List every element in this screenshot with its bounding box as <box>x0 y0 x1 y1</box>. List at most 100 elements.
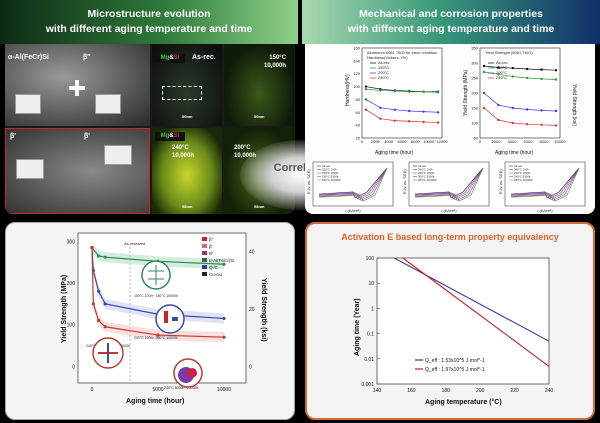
banner-right-line2: with different aging temperature and tim… <box>347 23 555 35</box>
banner-left-line2: with different aging temperature and tim… <box>45 23 253 35</box>
hardness-point <box>364 87 368 91</box>
hardness-point <box>393 89 396 93</box>
bl-legend-swatch <box>202 251 207 255</box>
br-line <box>393 257 550 342</box>
hardness-point <box>422 120 425 124</box>
as-received-label: As-received <box>124 241 145 246</box>
pol-legend-label: 240°C 100h <box>514 168 529 172</box>
hardness-ytick: 120 <box>353 71 360 76</box>
hardness-xtick: 6000 <box>398 139 408 144</box>
br-ytick: 0.1 <box>367 332 374 338</box>
hardness-series-line <box>365 99 439 113</box>
bl-point <box>103 255 107 259</box>
pol-xlabel: i (A/cm²) <box>537 208 553 213</box>
hardness-point <box>436 111 440 114</box>
yield-xtick: 4000 <box>508 139 518 144</box>
pol-ylabel: E (V vs. SCE) <box>402 169 407 194</box>
yield-ylabel2: Yield Strength (ksi) <box>571 84 577 126</box>
bl-legend-swatch <box>202 237 207 241</box>
bl-point <box>90 245 94 250</box>
hardness-xtick: 2000 <box>371 139 381 144</box>
pol-curve <box>414 167 484 202</box>
hardness-series-line <box>365 109 439 123</box>
yield-point <box>540 123 543 127</box>
yield-ytick: 250 <box>471 76 478 81</box>
hardness-legend-label: As-rec. <box>378 60 391 65</box>
yield-point <box>554 78 558 81</box>
schematic-150 <box>141 260 171 290</box>
hardness-xtick: 12000 <box>436 139 448 144</box>
br-xlabel: Aging temperature (°C) <box>425 398 502 406</box>
bl-legend-swatch <box>202 265 207 269</box>
yield-point <box>526 76 529 80</box>
hardness-point <box>436 121 440 124</box>
br-xtick: 140 <box>373 388 382 394</box>
br-xtick: 240 <box>545 388 554 394</box>
bl-legend-label: Q'/C <box>209 265 219 270</box>
pol-curve <box>318 167 388 199</box>
pol-legend-label: As-rec. <box>322 164 331 168</box>
yield-point <box>554 124 558 127</box>
bl-point <box>97 318 101 323</box>
hardness-point <box>408 90 411 93</box>
bl-ytick2: 0 <box>249 364 252 370</box>
br-ytick: 100 <box>366 256 375 262</box>
bl-xlabel: Aging time (hour) <box>126 398 184 405</box>
bl-ytick: 100 <box>67 323 76 329</box>
yield-ytick: 100 <box>471 121 478 126</box>
pol-curve <box>414 167 484 201</box>
label-240c-time: 10,000h <box>172 153 195 159</box>
yield-ytick: 300 <box>471 61 478 66</box>
hardness-xlabel: Aging time (hour) <box>375 150 414 156</box>
yield-point <box>482 91 486 95</box>
hardness-point <box>422 90 425 93</box>
hardness-point <box>422 110 425 113</box>
yield-point <box>497 103 500 107</box>
yield-legend-label: As-rec. <box>496 60 509 65</box>
bl-ytick: 300 <box>67 239 76 245</box>
pol-legend-label: 150°C 1000h <box>322 171 339 175</box>
hardness-point <box>408 120 411 123</box>
bl-ytick2: 40 <box>249 249 255 255</box>
label-200c: 200°C <box>234 145 251 151</box>
bl-annotation: 200°C 100h~ 200°C 10000h <box>134 336 178 340</box>
bl-ytick: 0 <box>72 364 75 370</box>
label-150c: 150°C <box>269 55 287 61</box>
yield-point <box>540 77 543 81</box>
yield-xtick: 0 <box>479 139 482 144</box>
activation-title: Activation E based long-term property eq… <box>341 232 559 242</box>
yield-point <box>497 66 500 69</box>
yield-point <box>554 109 558 113</box>
hardness-ytick: 60 <box>356 110 361 115</box>
bl-legend-label: B' <box>209 251 213 256</box>
hardness-ytick: 160 <box>353 46 360 51</box>
hardness-point <box>393 119 396 122</box>
br-xtick: 200 <box>476 388 485 394</box>
pol-legend-label: 240°C 10,000h <box>514 178 533 182</box>
pol-legend-label: 200°C 1000h <box>418 171 435 175</box>
tem-image-top: α-Al(FeCr)Si β'' <box>5 44 150 126</box>
br-line <box>402 257 550 367</box>
br-ytick: 1 <box>371 306 374 312</box>
bl-legend-label: Cu-clu <box>209 272 223 277</box>
phase-alpha-label: α-Al(FeCr)Si <box>8 54 49 61</box>
hardness-xtick: 10000 <box>423 139 435 144</box>
yield-legend-title: Yield Strength (6061 T6/O) <box>485 50 533 55</box>
yield-ylabel: Yield Strength (MPa) <box>463 69 469 116</box>
banner-left-line1: Microstructure evolution <box>87 8 211 20</box>
yield-point <box>511 106 514 110</box>
hardness-legend-label: 150°C <box>378 65 389 70</box>
yield-series-line <box>483 71 557 80</box>
hardness-legend-title-1: Aluminum 6061 T6/O for each condition <box>367 50 437 55</box>
hardness-point <box>379 106 382 109</box>
pol-curve <box>414 167 484 201</box>
properties-panel: 160 140 120 100 80 60 40 20 0 2000 4000 6000 8000 10… <box>305 44 595 214</box>
plus-icon <box>69 80 85 96</box>
label-200c-time: 10,000h <box>234 153 257 159</box>
apt-as-rec: Mg&Si As-rec. 50nm <box>152 44 222 126</box>
bl-ylabel: Yield Strength (MPa) <box>61 275 68 343</box>
label-240c: 240°C <box>172 145 189 151</box>
hardness-point <box>393 108 396 111</box>
bl-annotation: 150°C 100h~ 150°C 10000h <box>134 294 178 298</box>
hardness-ytick: 100 <box>353 84 360 89</box>
